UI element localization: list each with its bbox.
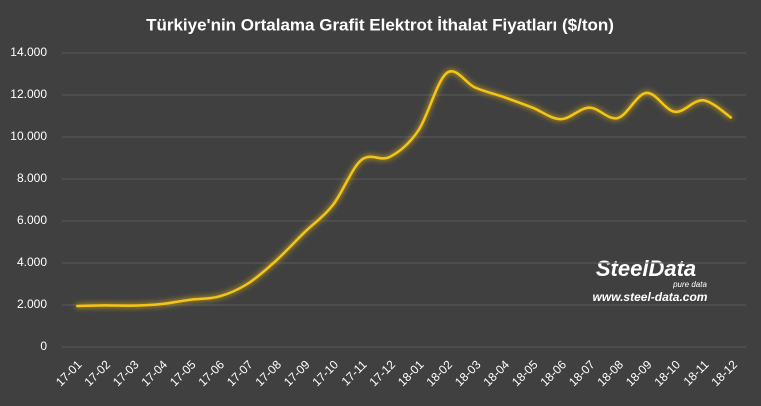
x-tick-label: 17-08 bbox=[253, 357, 285, 389]
x-tick-label: 17-04 bbox=[139, 357, 171, 389]
x-tick-label: 17-07 bbox=[224, 357, 256, 389]
x-tick-label: 18-08 bbox=[595, 357, 627, 389]
x-tick-label: 18-09 bbox=[623, 357, 655, 389]
x-tick-label: 18-06 bbox=[538, 357, 570, 389]
x-tick-label: 18-04 bbox=[481, 357, 513, 389]
watermark-logo: SteelData bbox=[596, 256, 696, 281]
x-tick-label: 18-12 bbox=[709, 357, 741, 389]
y-tick-label: 12.000 bbox=[10, 87, 47, 101]
x-tick-label: 17-03 bbox=[110, 357, 142, 389]
x-tick-label: 17-12 bbox=[367, 357, 399, 389]
x-tick-label: 18-01 bbox=[395, 357, 427, 389]
x-tick-label: 18-07 bbox=[566, 357, 598, 389]
x-tick-label: 17-02 bbox=[82, 357, 114, 389]
x-tick-label: 17-01 bbox=[53, 357, 85, 389]
x-tick-label: 17-11 bbox=[339, 357, 370, 388]
y-tick-label: 2.000 bbox=[17, 297, 47, 311]
y-tick-label: 14.000 bbox=[10, 45, 47, 59]
x-tick-label: 17-09 bbox=[281, 357, 313, 389]
x-tick-label: 17-06 bbox=[196, 357, 228, 389]
y-tick-label: 0 bbox=[40, 339, 47, 353]
y-tick-label: 8.000 bbox=[17, 171, 47, 185]
y-tick-label: 6.000 bbox=[17, 213, 47, 227]
x-tick-label: 17-10 bbox=[310, 357, 342, 389]
x-tick-label: 18-11 bbox=[681, 357, 712, 388]
data-line bbox=[76, 70, 733, 308]
x-tick-label: 18-10 bbox=[652, 357, 684, 389]
chart-title: Türkiye'nin Ortalama Grafit Elektrot İth… bbox=[146, 15, 614, 34]
x-tick-label: 18-05 bbox=[509, 357, 541, 389]
watermark-url: www.steel-data.com bbox=[593, 290, 708, 304]
x-tick-label: 18-02 bbox=[424, 357, 456, 389]
y-tick-label: 10.000 bbox=[10, 129, 47, 143]
x-tick-label: 17-05 bbox=[167, 357, 199, 389]
x-tick-label: 18-03 bbox=[452, 357, 484, 389]
watermark-tagline: pure data bbox=[672, 280, 707, 289]
y-tick-label: 4.000 bbox=[17, 255, 47, 269]
